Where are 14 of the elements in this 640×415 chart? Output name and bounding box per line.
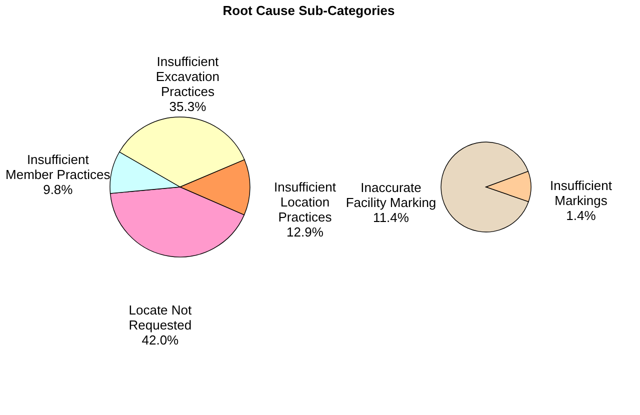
chart-title: Root Cause Sub-Categories xyxy=(222,3,395,18)
pie-slice xyxy=(440,142,529,232)
slice-label: Inaccurate Facility Marking xyxy=(346,180,436,210)
data-label: 35.3% xyxy=(169,99,207,114)
data-label: 11.4% xyxy=(373,210,410,226)
data-label: 9.8% xyxy=(43,182,74,198)
slice-label: Insufficient Location Practices xyxy=(274,180,336,225)
slice-label: Insufficient Markings xyxy=(550,178,612,208)
data-label: 12.9% xyxy=(286,224,324,240)
slice-label: Insufficient Excavation Practices xyxy=(156,54,220,100)
slice-label: Insufficient Member Practices xyxy=(6,152,111,182)
slice-label: Locate Not Requested xyxy=(128,302,192,332)
data-label: 1.4% xyxy=(566,208,596,223)
data-label: 42.0% xyxy=(142,332,180,348)
